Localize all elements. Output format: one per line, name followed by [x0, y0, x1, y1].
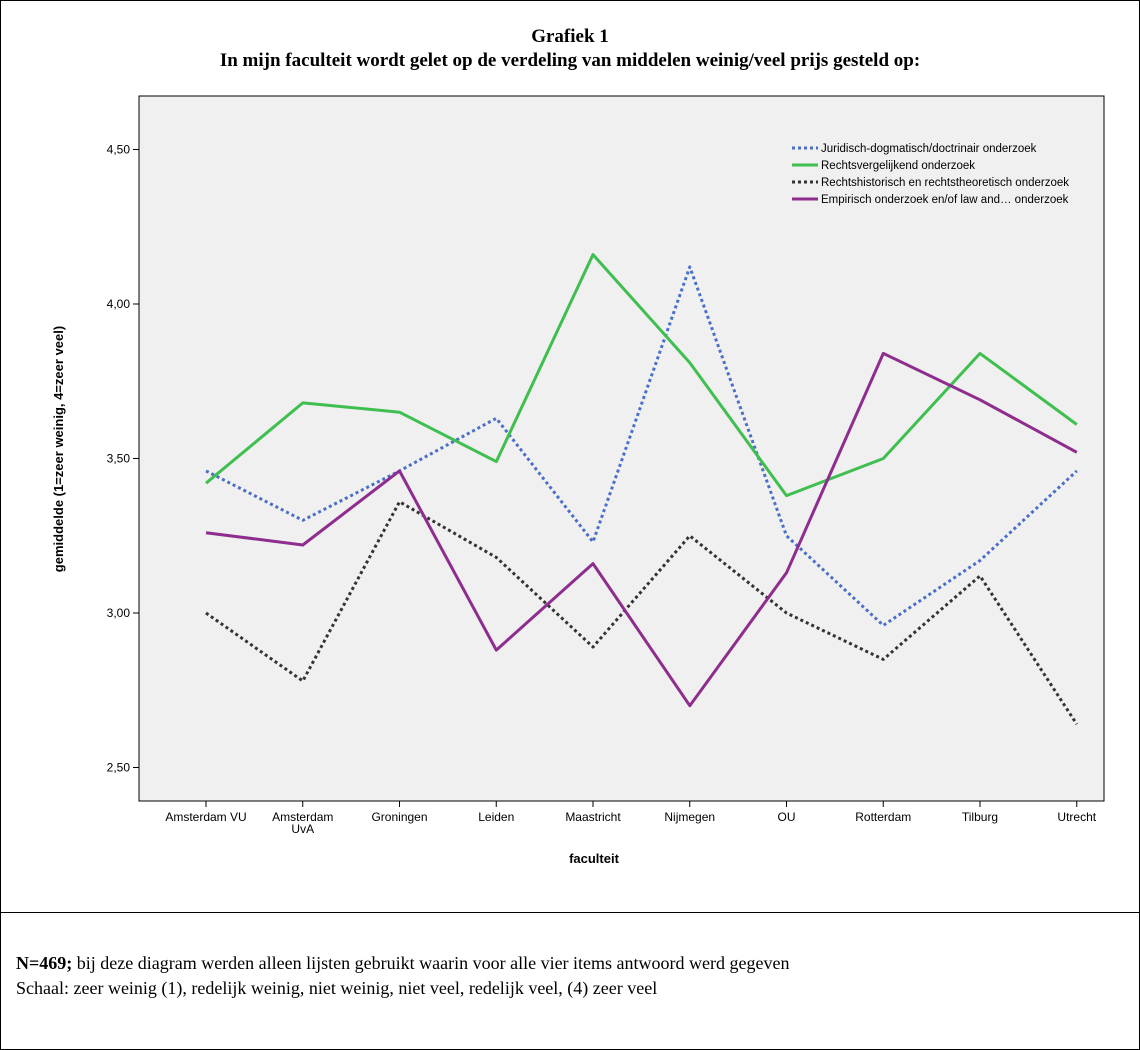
sample-size: N=469; [16, 953, 73, 973]
x-tick-label: Groningen [371, 810, 427, 824]
y-tick-label: 4,00 [107, 297, 131, 311]
x-tick-label: Nijmegen [664, 810, 715, 824]
x-tick-label: Tilburg [962, 810, 998, 824]
series-line-2 [205, 253, 1078, 498]
x-tick-label: Amsterdam [272, 810, 333, 824]
x-tick-label: UvA [291, 822, 314, 836]
y-tick-label: 4,50 [107, 143, 131, 157]
plot-area [138, 95, 1105, 802]
chart-subtitle: In mijn faculteit wordt gelet op de verd… [219, 50, 921, 71]
footnote-text: bij deze diagram werden alleen lijsten g… [72, 953, 790, 973]
x-tick-label: Leiden [478, 810, 514, 824]
chart-panel: Grafiek 1 In mijn faculteit wordt gelet … [1, 1, 1139, 913]
x-tick-label: Amsterdam VU [165, 810, 246, 824]
legend-entry: Rechtshistorisch en rechtstheoretisch on… [821, 177, 1069, 189]
x-tick-label: Maastricht [565, 810, 621, 824]
x-tick-label: Utrecht [1057, 810, 1096, 824]
x-tick-label: OU [778, 810, 796, 824]
legend: Juridisch-dogmatisch/doctrinair onderzoe… [792, 143, 1069, 206]
legend-entry: Rechtsvergelijkend onderzoek [821, 160, 975, 172]
y-tick-label: 3,00 [107, 606, 131, 620]
chart-title: Grafiek 1 [531, 26, 609, 47]
footnote-line-1: N=469; bij deze diagram werden alleen li… [16, 953, 789, 974]
legend-entry: Juridisch-dogmatisch/doctrinair onderzoe… [821, 143, 1037, 155]
x-tick-label: Rotterdam [855, 810, 911, 824]
y-axis-label: gemiddelde (1=zeer weinig, 4=zeer veel) [51, 326, 66, 572]
series-line-1 [205, 265, 1078, 627]
footnote-line-2: Schaal: zeer weinig (1), redelijk weinig… [16, 978, 658, 998]
series-lines [205, 253, 1079, 726]
x-axis-label: faculteit [569, 851, 620, 866]
y-axis: 2,50 3,00 3,50 4,00 4,50 [107, 143, 139, 775]
y-tick-label: 3,50 [107, 452, 131, 466]
legend-entry: Empirisch onderzoek en/of law and… onder… [821, 194, 1069, 206]
series-line-4 [205, 351, 1078, 708]
line-chart: 2,503,003,504,004,50 Amsterdam VU Amsterd… [51, 95, 1105, 866]
y-tick-label: 2,50 [107, 761, 131, 775]
